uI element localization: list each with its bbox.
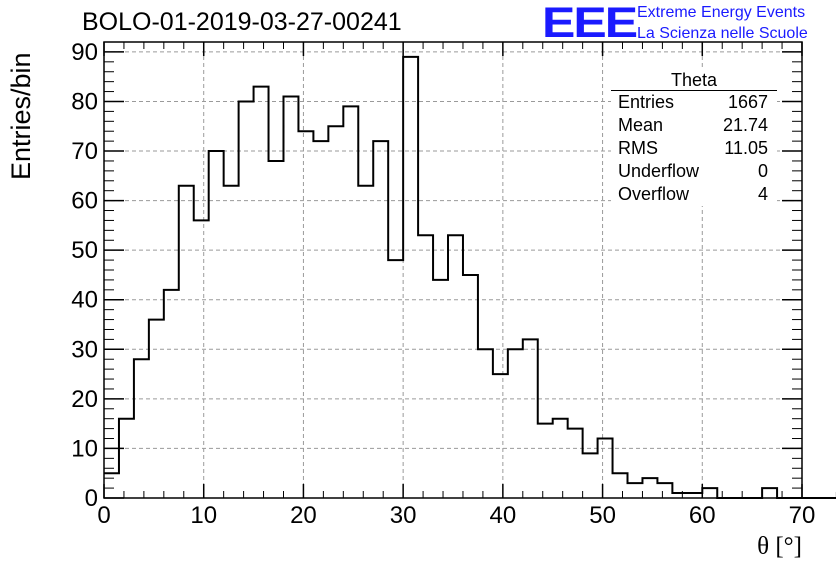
y-tick-label: 40 xyxy=(71,287,98,314)
stats-label: Overflow xyxy=(618,184,690,204)
eee-logo: EEE xyxy=(542,0,638,47)
stats-row-overflow: Overflow 4 xyxy=(611,183,777,206)
stats-row-rms: RMS 11.05 xyxy=(611,137,777,160)
chart-title: BOLO-01-2019-03-27-00241 xyxy=(82,8,402,36)
stats-title: Theta xyxy=(611,70,777,91)
stats-value: 1667 xyxy=(727,92,768,112)
y-axis-label: Entries/bin xyxy=(6,52,36,180)
x-tick-label: 30 xyxy=(390,502,417,529)
y-tick-label: 80 xyxy=(71,88,98,115)
logo-line-2: La Scienza nelle Scuole xyxy=(637,25,808,42)
stats-label: Mean xyxy=(618,115,664,135)
stats-row-underflow: Underflow 0 xyxy=(611,160,777,183)
y-tick-label: 0 xyxy=(85,485,98,512)
y-tick-label: 70 xyxy=(71,138,98,165)
stats-label: RMS xyxy=(618,138,658,158)
axis-ticks xyxy=(103,41,803,499)
x-tick-label: 70 xyxy=(789,502,816,529)
x-tick-label: 10 xyxy=(190,502,217,529)
stats-value: 11.05 xyxy=(724,138,768,158)
x-tick-label: 20 xyxy=(290,502,317,529)
stats-box: Theta Entries 1667 Mean 21.74 RMS 11.05 … xyxy=(611,70,777,206)
x-tick-label: 40 xyxy=(490,502,517,529)
x-tick-label: 60 xyxy=(689,502,716,529)
stats-value: 21.74 xyxy=(722,115,768,135)
y-tick-label: 60 xyxy=(71,188,98,215)
y-tick-label: 50 xyxy=(71,237,98,264)
stats-label: Underflow xyxy=(618,161,700,181)
stats-value: 4 xyxy=(757,184,768,204)
y-tick-label: 90 xyxy=(71,39,98,66)
stats-row-entries: Entries 1667 xyxy=(611,91,777,114)
x-tick-label: 0 xyxy=(97,502,110,529)
logo-line-1: Extreme Energy Events xyxy=(637,4,806,21)
y-tick-label: 10 xyxy=(71,435,98,462)
stats-row-mean: Mean 21.74 xyxy=(611,114,777,137)
x-tick-label: 50 xyxy=(589,502,616,529)
stats-value: 0 xyxy=(757,161,768,181)
y-tick-label: 30 xyxy=(71,336,98,363)
stats-label: Entries xyxy=(618,92,675,112)
x-axis-label: θ [°] xyxy=(757,533,802,560)
y-tick-label: 20 xyxy=(71,386,98,413)
